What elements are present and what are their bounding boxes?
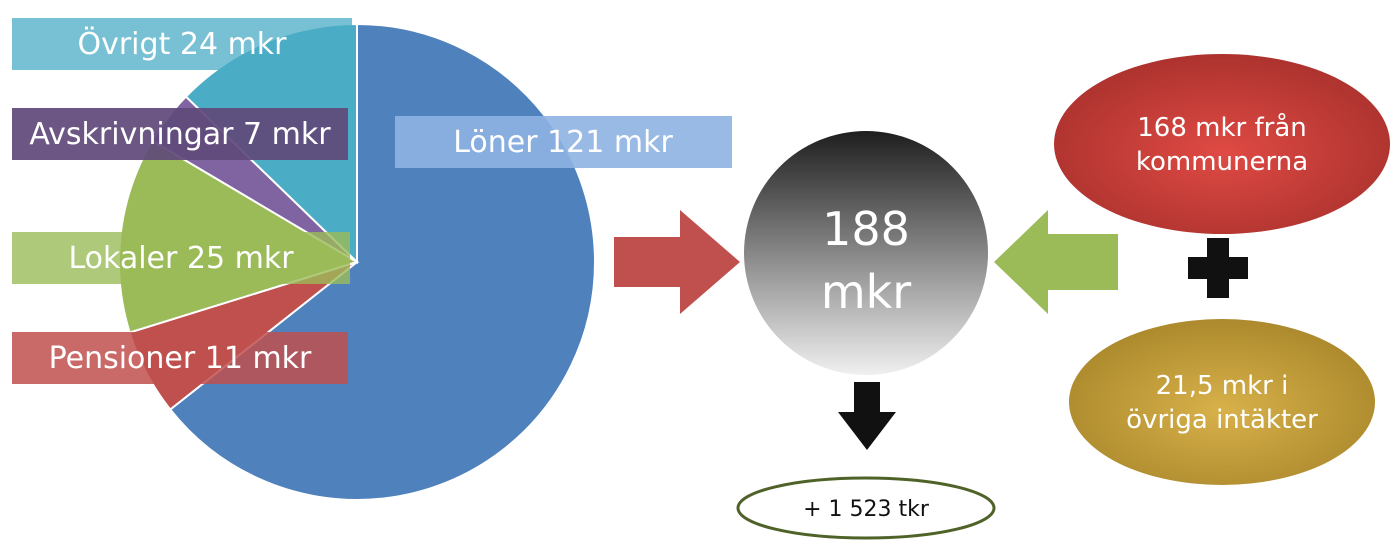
total-unit: mkr <box>821 265 911 319</box>
slice-label-text: Lokaler 25 mkr <box>68 241 294 276</box>
municipal-income-line2: kommunerna <box>1136 147 1308 177</box>
slice-label-loner: Löner 121 mkr <box>395 116 732 168</box>
total-circle <box>744 131 988 375</box>
arrow-down-icon <box>838 382 896 450</box>
arrow-left-icon <box>994 210 1118 314</box>
arrow-right-icon <box>614 210 740 314</box>
result-oval <box>736 476 996 540</box>
total-value: 188 <box>822 202 910 256</box>
slice-label-text: Avskrivningar 7 mkr <box>29 117 331 152</box>
other-income-line1: 21,5 mkr i <box>1156 371 1289 401</box>
slice-label-lokaler: Lokaler 25 mkr <box>12 232 350 284</box>
municipal-income-oval <box>1054 54 1390 234</box>
plus-icon <box>1188 238 1248 298</box>
other-income-line2: övriga intäkter <box>1126 405 1318 435</box>
other-income-oval <box>1069 319 1375 485</box>
municipal-income-line1: 168 mkr från <box>1137 112 1306 143</box>
slice-label-avskrivningar: Avskrivningar 7 mkr <box>12 108 348 160</box>
slice-label-pensioner: Pensioner 11 mkr <box>12 332 348 384</box>
slice-label-text: Pensioner 11 mkr <box>49 341 312 376</box>
slice-label-text: Löner 121 mkr <box>453 125 673 160</box>
result-value: + 1 523 tkr <box>803 497 930 522</box>
slice-label-ovrigt: Övrigt 24 mkr <box>12 18 352 70</box>
slice-label-text: Övrigt 24 mkr <box>77 26 287 62</box>
